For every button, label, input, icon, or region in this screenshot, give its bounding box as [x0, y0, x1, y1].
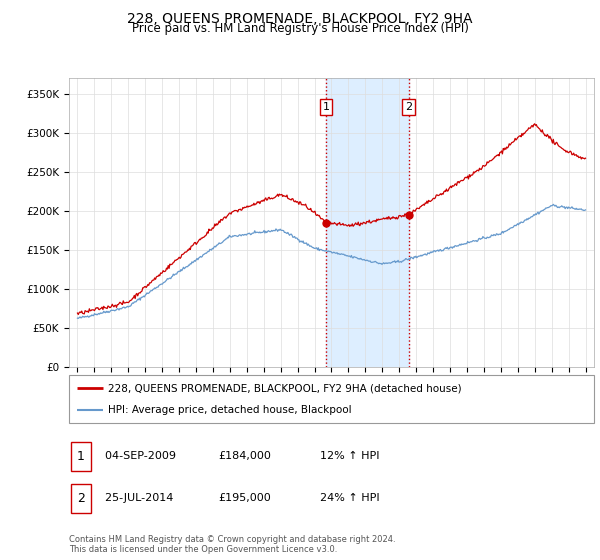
- Text: £195,000: £195,000: [218, 493, 271, 503]
- Text: HPI: Average price, detached house, Blackpool: HPI: Average price, detached house, Blac…: [109, 405, 352, 415]
- Text: 228, QUEENS PROMENADE, BLACKPOOL, FY2 9HA: 228, QUEENS PROMENADE, BLACKPOOL, FY2 9H…: [127, 12, 473, 26]
- Text: 1: 1: [322, 102, 329, 112]
- Text: Price paid vs. HM Land Registry's House Price Index (HPI): Price paid vs. HM Land Registry's House …: [131, 22, 469, 35]
- Text: 228, QUEENS PROMENADE, BLACKPOOL, FY2 9HA (detached house): 228, QUEENS PROMENADE, BLACKPOOL, FY2 9H…: [109, 383, 462, 393]
- FancyBboxPatch shape: [71, 442, 91, 470]
- FancyBboxPatch shape: [71, 484, 91, 512]
- Text: Contains HM Land Registry data © Crown copyright and database right 2024.
This d: Contains HM Land Registry data © Crown c…: [69, 535, 395, 554]
- Text: 04-SEP-2009: 04-SEP-2009: [98, 451, 176, 461]
- Text: 2: 2: [405, 102, 412, 112]
- Text: 12% ↑ HPI: 12% ↑ HPI: [320, 451, 379, 461]
- Text: 1: 1: [77, 450, 85, 463]
- Text: 2: 2: [77, 492, 85, 505]
- Bar: [326, 78, 409, 367]
- Text: £184,000: £184,000: [218, 451, 271, 461]
- FancyBboxPatch shape: [69, 375, 594, 423]
- Text: 24% ↑ HPI: 24% ↑ HPI: [320, 493, 379, 503]
- Text: 25-JUL-2014: 25-JUL-2014: [98, 493, 173, 503]
